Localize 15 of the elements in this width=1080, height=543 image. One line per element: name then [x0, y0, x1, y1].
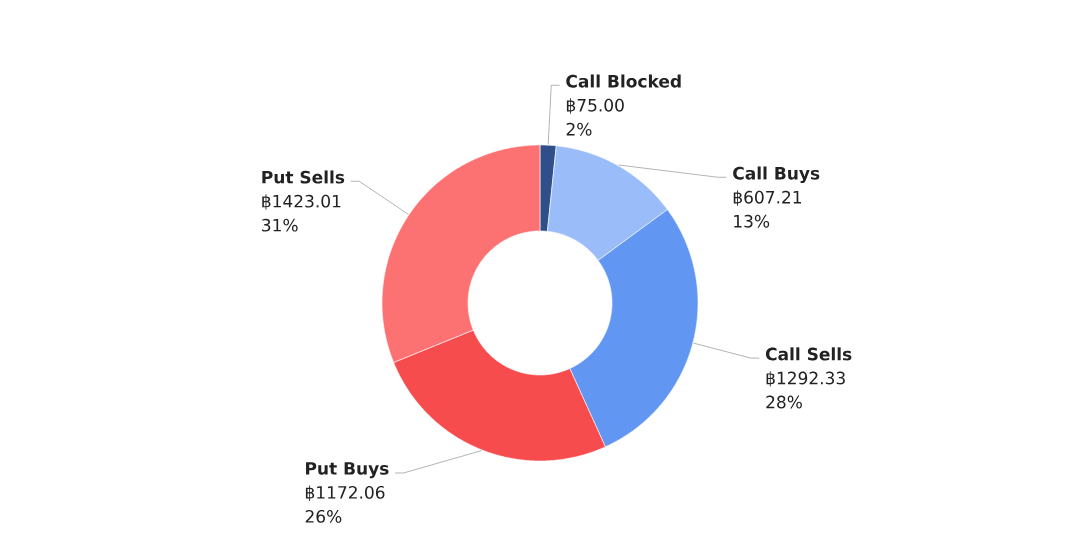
data-label: ฿1172.06 — [305, 485, 385, 501]
text: 31% — [262, 218, 298, 232]
slice-label: Put Sells — [262, 170, 345, 184]
data-label: ฿607.21 — [733, 190, 802, 206]
text: 13% — [734, 214, 770, 228]
slice-label: Call Sells — [765, 347, 852, 361]
slice-label: Call Buys — [733, 166, 820, 184]
data-label: ฿1423.01 — [262, 194, 341, 210]
data-label: ฿75.00 — [566, 98, 624, 114]
text: 2% — [566, 122, 592, 136]
text: 28% — [766, 395, 802, 409]
slice-label: Put Buys — [306, 462, 389, 479]
text: 26% — [305, 509, 342, 523]
slice-label: Call Blocked — [566, 74, 681, 88]
data-label: ฿1292.33 — [766, 371, 845, 387]
